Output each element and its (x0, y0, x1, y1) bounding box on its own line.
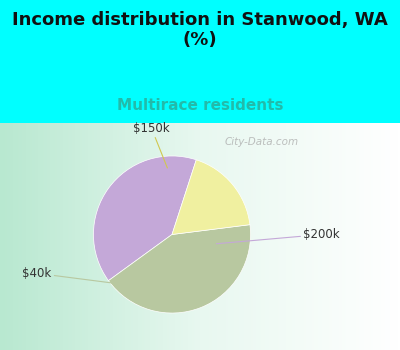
Wedge shape (94, 156, 196, 281)
Text: $200k: $200k (216, 228, 340, 244)
Text: $150k: $150k (133, 122, 170, 168)
Text: $40k: $40k (22, 267, 130, 285)
Wedge shape (108, 225, 250, 313)
Wedge shape (172, 160, 250, 235)
Text: City-Data.com: City-Data.com (225, 138, 299, 147)
Text: Income distribution in Stanwood, WA
(%): Income distribution in Stanwood, WA (%) (12, 10, 388, 49)
Text: Multirace residents: Multirace residents (117, 98, 283, 113)
